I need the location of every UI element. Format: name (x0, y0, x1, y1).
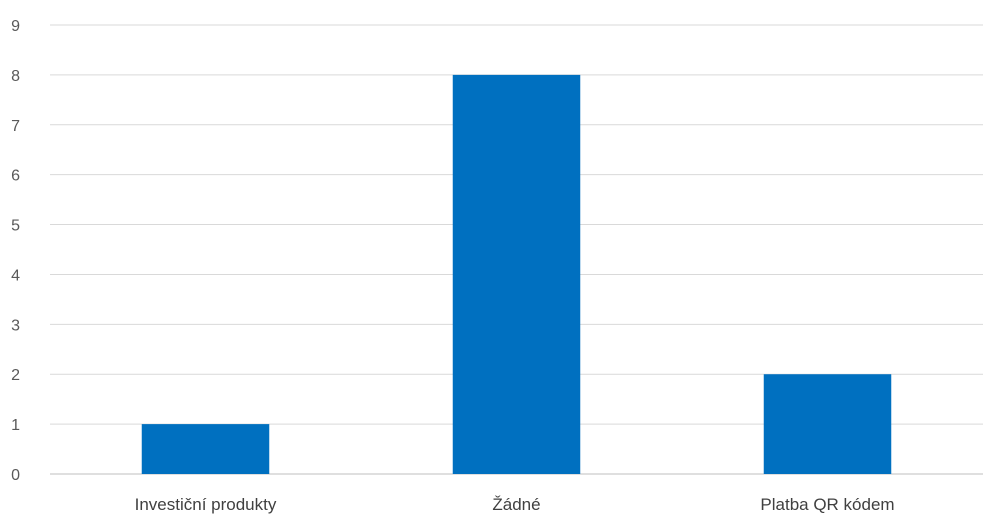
x-category-label: Investiční produkty (135, 495, 277, 514)
y-tick-label: 1 (11, 417, 20, 434)
y-tick-label: 0 (11, 467, 20, 484)
bar (141, 424, 270, 474)
bar (763, 374, 892, 474)
x-category-label: Platba QR kódem (760, 495, 894, 514)
y-tick-label: 9 (11, 18, 20, 35)
y-axis-tick-labels: 0 1 2 3 4 5 6 7 8 9 (11, 18, 20, 484)
y-tick-label: 4 (11, 267, 20, 284)
x-axis-category-labels: Investiční produkty Žádné Platba QR kódem (135, 495, 895, 514)
bars (141, 74, 892, 474)
bar (452, 74, 581, 474)
y-tick-label: 8 (11, 68, 20, 85)
y-tick-label: 6 (11, 168, 20, 185)
y-tick-label: 5 (11, 218, 20, 235)
y-tick-label: 2 (11, 367, 20, 384)
x-category-label: Žádné (492, 495, 540, 514)
y-tick-label: 7 (11, 118, 20, 135)
y-tick-label: 3 (11, 317, 20, 334)
